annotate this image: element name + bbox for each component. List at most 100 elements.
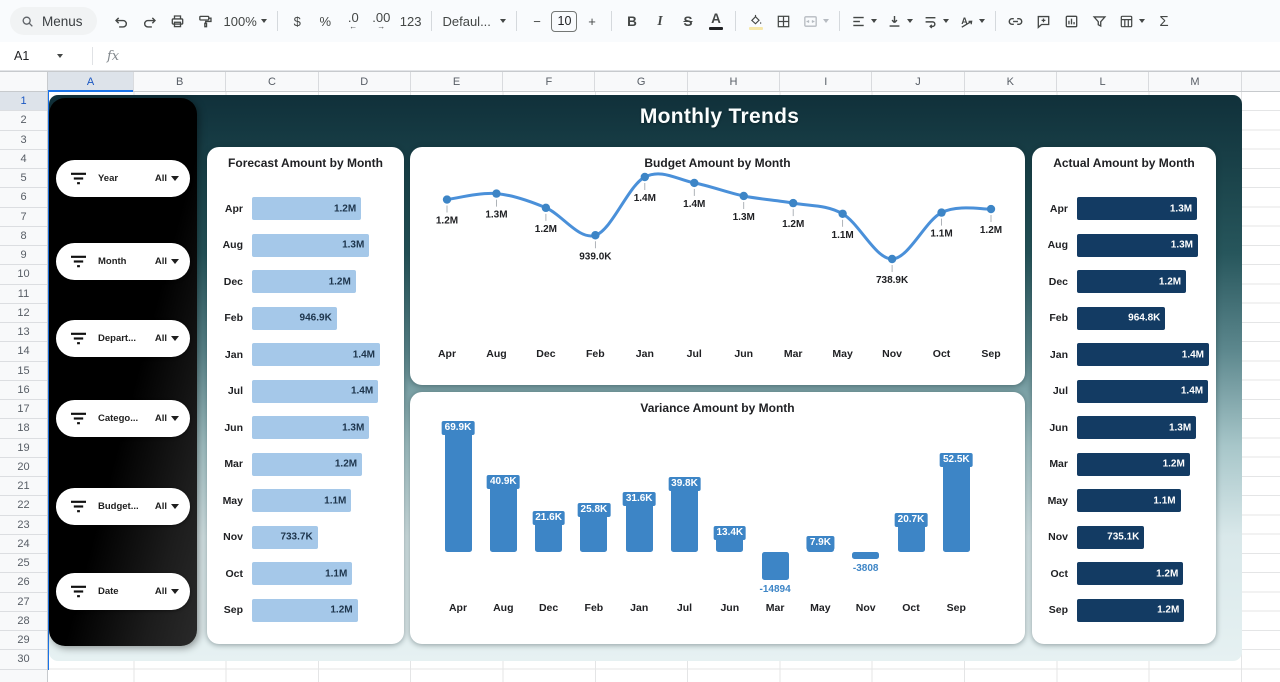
undo-button[interactable] bbox=[108, 7, 135, 35]
budget-chart-card[interactable]: Budget Amount by Month 1.2M Apr 1.3M Aug 1.2… bbox=[410, 147, 1025, 385]
horizontal-align-button[interactable] bbox=[846, 7, 881, 35]
menus-search-button[interactable]: Menus bbox=[10, 7, 97, 35]
font-select[interactable]: Defaul... bbox=[438, 7, 510, 35]
row-header-1[interactable]: 1 bbox=[0, 92, 47, 112]
column-header-A[interactable]: A bbox=[48, 72, 134, 92]
row-header-12[interactable]: 12 bbox=[0, 304, 47, 323]
row-header-25[interactable]: 25 bbox=[0, 554, 47, 574]
row-header-19[interactable]: 19 bbox=[0, 439, 47, 458]
insert-link-button[interactable] bbox=[1002, 7, 1029, 35]
row-header-17[interactable]: 17 bbox=[0, 400, 47, 420]
strikethrough-button[interactable]: S bbox=[683, 13, 693, 29]
column-header-F[interactable]: F bbox=[503, 72, 596, 91]
forecast-chart-card[interactable]: Forecast Amount by Month Apr 1.2M Aug 1.3M D… bbox=[207, 147, 404, 644]
column-header-H[interactable]: H bbox=[688, 72, 781, 91]
column-header-D[interactable]: D bbox=[319, 72, 411, 91]
row-header-26[interactable]: 26 bbox=[0, 573, 47, 593]
row-header-23[interactable]: 23 bbox=[0, 516, 47, 535]
increase-decimal-button[interactable]: .00 → bbox=[372, 10, 391, 31]
number-format-button[interactable]: 123 bbox=[399, 13, 422, 29]
column-header-C[interactable]: C bbox=[226, 72, 319, 91]
row-header-2[interactable]: 2 bbox=[0, 111, 47, 131]
row-header-3[interactable]: 3 bbox=[0, 131, 47, 150]
formula-input[interactable] bbox=[119, 42, 1280, 70]
column-header-B[interactable]: B bbox=[134, 72, 227, 91]
zoom-select[interactable]: 100% bbox=[220, 7, 271, 35]
format-percent-button[interactable]: % bbox=[319, 13, 332, 29]
row-header-5[interactable]: 5 bbox=[0, 169, 47, 189]
row-header-14[interactable]: 14 bbox=[0, 342, 47, 362]
select-all-corner[interactable] bbox=[0, 72, 48, 91]
row-header-7[interactable]: 7 bbox=[0, 208, 47, 227]
vertical-align-button[interactable] bbox=[882, 7, 917, 35]
redo-button[interactable] bbox=[136, 7, 163, 35]
name-box[interactable]: A1 bbox=[0, 42, 86, 70]
functions-button[interactable]: Σ bbox=[1159, 12, 1169, 30]
bold-button[interactable]: B bbox=[627, 13, 637, 29]
increase-font-size-button[interactable]: + bbox=[588, 13, 596, 29]
row-header-20[interactable]: 20 bbox=[0, 458, 47, 477]
column-header-stub[interactable] bbox=[1242, 72, 1280, 91]
filter-catego[interactable]: Catego... All bbox=[56, 400, 190, 437]
row-header-27[interactable]: 27 bbox=[0, 593, 47, 612]
row-header-15[interactable]: 15 bbox=[0, 362, 47, 381]
chart-title: Forecast Amount by Month bbox=[228, 156, 383, 170]
vertical-align-icon bbox=[890, 15, 900, 27]
table-views-button[interactable] bbox=[1114, 7, 1149, 35]
row-header-29[interactable]: 29 bbox=[0, 631, 47, 651]
filter-budget[interactable]: Budget... All bbox=[56, 488, 190, 525]
bar-value-label: 1.3M bbox=[1170, 239, 1193, 251]
font-size-input[interactable]: 10 bbox=[551, 10, 578, 32]
column-header-M[interactable]: M bbox=[1149, 72, 1242, 91]
column-header-L[interactable]: L bbox=[1057, 72, 1150, 91]
filter-depart[interactable]: Depart... All bbox=[56, 320, 190, 357]
filter-date[interactable]: Date All bbox=[56, 573, 190, 610]
print-button[interactable] bbox=[164, 7, 191, 35]
chevron-down-icon bbox=[260, 19, 267, 23]
column-header-J[interactable]: J bbox=[872, 72, 965, 91]
italic-button[interactable]: I bbox=[657, 13, 663, 28]
row-header-30[interactable]: 30 bbox=[0, 650, 47, 670]
filter-lines-icon bbox=[71, 332, 86, 345]
row-header-28[interactable]: 28 bbox=[0, 612, 47, 631]
row-header-8[interactable]: 8 bbox=[0, 227, 47, 246]
row-header-6[interactable]: 6 bbox=[0, 188, 47, 208]
column-header-I[interactable]: I bbox=[780, 72, 873, 91]
insert-chart-button[interactable] bbox=[1058, 7, 1085, 35]
column-header-K[interactable]: K bbox=[965, 72, 1057, 91]
create-filter-button[interactable] bbox=[1086, 7, 1113, 35]
chevron-down-icon bbox=[171, 589, 179, 594]
text-color-button[interactable]: A bbox=[702, 7, 729, 35]
bar-value-label: 52.5K bbox=[939, 453, 973, 468]
decrease-font-size-button[interactable]: − bbox=[533, 13, 541, 29]
variance-chart-card[interactable]: Variance Amount by Month 69.9K Apr 40.9K Au… bbox=[410, 392, 1025, 644]
insert-comment-button[interactable] bbox=[1030, 7, 1057, 35]
bar: 1.4M bbox=[1077, 343, 1209, 367]
row-header-9[interactable]: 9 bbox=[0, 246, 47, 266]
text-wrap-button[interactable] bbox=[918, 7, 953, 35]
column-header-E[interactable]: E bbox=[411, 72, 504, 91]
undo-icon bbox=[114, 16, 127, 28]
text-rotation-button[interactable]: A bbox=[954, 7, 989, 35]
column-header-G[interactable]: G bbox=[595, 72, 688, 91]
actual-chart-card[interactable]: Actual Amount by Month Apr 1.3M Aug 1.3M Dec… bbox=[1032, 147, 1216, 644]
row-header-24[interactable]: 24 bbox=[0, 535, 47, 554]
filter-month[interactable]: Month All bbox=[56, 243, 190, 280]
paint-format-button[interactable] bbox=[192, 7, 219, 35]
decrease-decimal-button[interactable]: .0 ← bbox=[347, 10, 359, 31]
borders-button[interactable] bbox=[770, 7, 797, 35]
row-header-10[interactable]: 10 bbox=[0, 265, 47, 285]
row-header-11[interactable]: 11 bbox=[0, 285, 47, 304]
fill-color-button[interactable] bbox=[742, 7, 769, 35]
dashboard-drawing[interactable]: Monthly Trends Year All Month All Depart... A… bbox=[49, 95, 1242, 661]
row-header-16[interactable]: 16 bbox=[0, 381, 47, 400]
row-header-22[interactable]: 22 bbox=[0, 496, 47, 516]
row-header-18[interactable]: 18 bbox=[0, 419, 47, 439]
filter-year[interactable]: Year All bbox=[56, 160, 190, 197]
row-header-21[interactable]: 21 bbox=[0, 477, 47, 497]
format-currency-button[interactable]: $ bbox=[293, 13, 301, 29]
bar-value-label: 31.6K bbox=[622, 492, 656, 507]
row-header-13[interactable]: 13 bbox=[0, 323, 47, 343]
row-header-4[interactable]: 4 bbox=[0, 150, 47, 169]
merge-cells-button[interactable] bbox=[798, 7, 833, 35]
